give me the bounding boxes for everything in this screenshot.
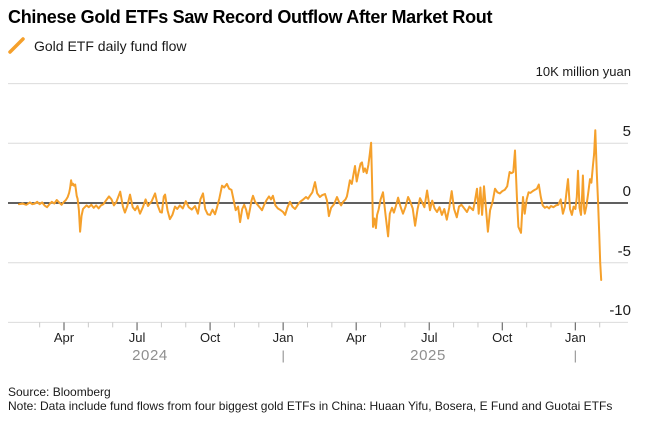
x-tick-label: Oct	[492, 330, 513, 345]
year-label: 2024	[132, 347, 168, 364]
chart-title: Chinese Gold ETFs Saw Record Outflow Aft…	[8, 7, 493, 27]
y-tick-label: -10	[609, 302, 631, 320]
line-series-swatch-icon	[8, 37, 25, 54]
note-text: Note: Data include fund flows from four …	[8, 399, 613, 413]
footer: Source: Bloomberg Note: Data include fun…	[8, 385, 644, 413]
x-tick-label: Apr	[346, 330, 367, 345]
x-tick-label: Apr	[53, 330, 75, 345]
y-tick-label: -5	[617, 242, 631, 260]
y-tick-label: 0	[622, 183, 631, 200]
plot-area	[8, 83, 628, 331]
series-line	[18, 129, 603, 281]
legend: Gold ETF daily fund flow	[8, 37, 187, 55]
x-tick-label: Jul	[128, 330, 146, 345]
year-boundary-mark: |	[573, 348, 578, 363]
legend-label: Gold ETF daily fund flow	[34, 38, 187, 54]
x-tick-label: Jan	[272, 330, 294, 345]
x-tick-label: Jan	[564, 330, 586, 345]
x-tick-label: Oct	[199, 330, 221, 345]
y-tick-label: 5	[622, 123, 631, 141]
source-text: Source: Bloomberg	[8, 385, 111, 399]
y-axis-unit-label: 10K million yuan	[535, 64, 631, 79]
x-tick-label: Jul	[420, 330, 438, 345]
year-boundary-mark: |	[281, 348, 285, 363]
year-label: 2025	[410, 347, 446, 364]
